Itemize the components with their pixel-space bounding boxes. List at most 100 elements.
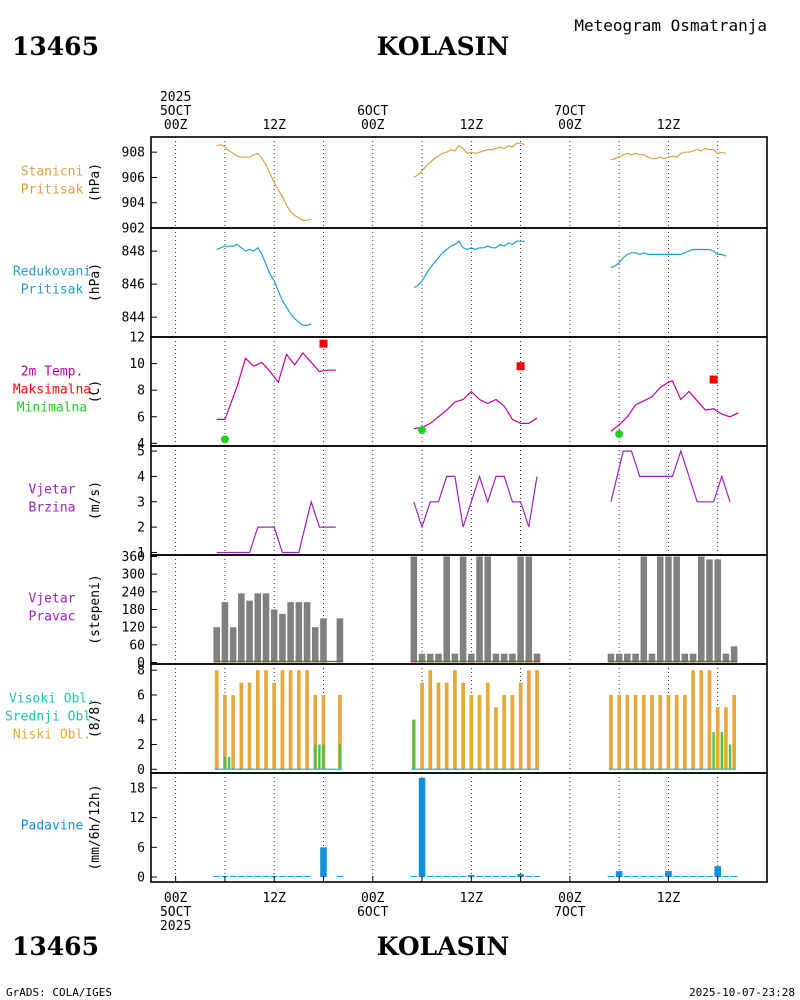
- precipitation-bar: [730, 876, 738, 878]
- y-tick-label: 6: [137, 410, 145, 425]
- wind-direction-bar: [656, 556, 664, 663]
- y-tick-label: 12: [129, 811, 145, 826]
- y-tick-label: 180: [122, 603, 145, 618]
- precipitation-bar: [698, 876, 705, 878]
- panel-frame: [150, 136, 768, 229]
- precipitation-bar: [213, 876, 220, 878]
- clouds-bar: [318, 744, 321, 770]
- clouds-bar: [502, 694, 507, 770]
- wind-direction-bar: [640, 556, 648, 663]
- precipitation-bar: [459, 876, 467, 878]
- y-axis-label: (hPa): [88, 263, 103, 302]
- clouds-bar: [280, 670, 285, 770]
- bottom-time-label: 00Z: [164, 891, 188, 906]
- series-group: [213, 556, 738, 663]
- station-name-bottom: KOLASIN: [377, 932, 509, 961]
- wind-direction-bar: [517, 556, 524, 663]
- precipitation-bar: [451, 876, 459, 878]
- clouds-bar: [288, 670, 293, 770]
- precipitation-bar: [624, 876, 631, 878]
- y-tick-label: 360: [122, 550, 145, 565]
- series-line: [216, 243, 312, 326]
- wind-direction-bar: [607, 653, 615, 663]
- precipitation-bar: [517, 874, 524, 878]
- panel-label: Redukovani: [13, 265, 91, 280]
- clouds-bar: [314, 744, 317, 770]
- bottom-time-label: 12Z: [262, 891, 286, 906]
- panel-frame: [150, 336, 768, 447]
- series-line: [216, 499, 336, 554]
- precipitation-bar: [303, 876, 311, 878]
- series-line: [610, 449, 731, 503]
- clouds-bar: [633, 694, 638, 770]
- top-date-label: 7OCT: [554, 104, 585, 119]
- wind-direction-bar: [311, 627, 319, 663]
- bottom-time-label: 00Z: [558, 891, 582, 906]
- series-line: [610, 380, 739, 432]
- clouds-bar: [227, 756, 231, 770]
- panel-label: Vjetar: [29, 592, 76, 607]
- bottom-time-label: 2025: [160, 919, 191, 934]
- wind-direction-bar: [665, 556, 672, 663]
- top-date-label: 6OCT: [357, 104, 388, 119]
- top-date-label: 00Z: [164, 118, 188, 133]
- clouds-bar: [650, 694, 654, 770]
- precipitation-bar: [279, 876, 286, 878]
- footer-credit: GrADS: COLA/IGES: [6, 986, 112, 999]
- wind-direction-bar: [484, 556, 492, 663]
- wind-direction-bar: [624, 653, 631, 663]
- clouds-bar: [707, 670, 712, 770]
- series-line: [413, 474, 538, 530]
- y-axis-label: (hPa): [88, 163, 103, 202]
- clouds-bar: [518, 682, 523, 770]
- wind-direction-bar: [722, 653, 730, 663]
- chart-title: Meteogram Osmatranja: [574, 16, 767, 35]
- clouds-bar: [255, 670, 260, 770]
- precipitation-bar: [418, 777, 426, 878]
- precipitation-bar: [648, 876, 656, 878]
- panel-wind-direction: 0 60 120 180 240 300 360 (stepeni) Vjetar Pravac: [29, 550, 768, 671]
- wind-direction-bar: [295, 602, 303, 663]
- precipitation-bar: [673, 876, 680, 878]
- y-tick-label: 904: [122, 196, 146, 211]
- y-tick-label: 4: [137, 437, 145, 452]
- precipitation-bar: [665, 871, 672, 878]
- wind-direction-bar: [706, 559, 713, 663]
- wind-direction-bar: [476, 556, 483, 663]
- wind-direction-bar: [320, 618, 327, 663]
- station-name-top: KOLASIN: [377, 32, 509, 61]
- panel-label: Maksimalna: [13, 383, 91, 398]
- precipitation-bar: [492, 876, 500, 878]
- panel-label: Brzina: [29, 501, 76, 516]
- clouds-bar: [412, 719, 416, 770]
- precipitation-bar: [320, 847, 327, 878]
- clouds-bar: [453, 670, 457, 770]
- clouds-bar: [428, 670, 433, 770]
- panel-wind-speed: 1 2 3 4 5 (m/s) Vjetar Brzina: [29, 445, 768, 561]
- clouds-bar: [247, 682, 252, 770]
- y-tick-label: 300: [122, 568, 145, 583]
- panel-label: Pravac: [29, 610, 76, 625]
- y-axis-label: (8/8): [88, 699, 103, 738]
- clouds-bar: [239, 682, 244, 770]
- panel-label: Vjetar: [29, 483, 76, 498]
- y-axis-label: (mm/6h/12h): [88, 784, 103, 870]
- precipitation-bar: [435, 876, 442, 878]
- clouds-bar: [305, 670, 309, 770]
- clouds-bar: [510, 694, 515, 770]
- precipitation-bar: [656, 876, 664, 878]
- clouds-bar: [494, 707, 498, 770]
- wind-direction-bar: [246, 600, 253, 663]
- precipitation-bar: [525, 876, 533, 878]
- clouds-bar: [720, 732, 724, 770]
- y-tick-label: 906: [122, 171, 145, 186]
- wind-direction-bar: [509, 653, 516, 663]
- wind-direction-bar: [418, 653, 426, 663]
- precipitation-bar: [607, 876, 615, 878]
- clouds-bar: [658, 694, 663, 770]
- wind-direction-bar: [525, 556, 533, 663]
- y-tick-label: 18: [129, 781, 145, 796]
- y-tick-label: 0: [137, 871, 145, 886]
- wind-direction-bar: [730, 646, 738, 663]
- panel-temperature: 4 6 8 10 12 (C) 2m Temp. Maksimalna Minimalna: [13, 331, 768, 452]
